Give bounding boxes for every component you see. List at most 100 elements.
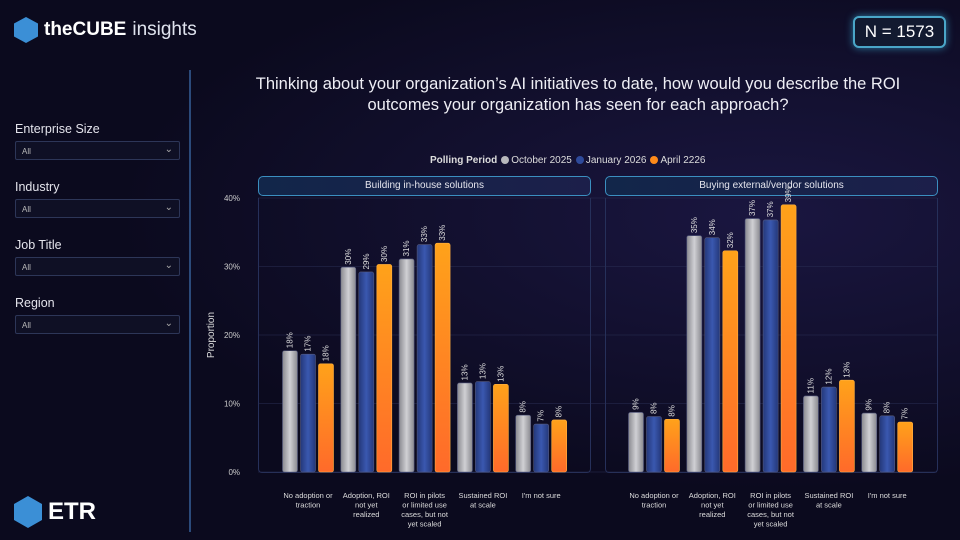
panel-inhouse [258, 198, 591, 473]
data-label: 34% [708, 219, 717, 235]
bar [318, 363, 334, 473]
bar [628, 412, 644, 473]
legend: Polling Period October 2025 January 2026… [430, 155, 706, 166]
data-label: 39% [784, 186, 793, 202]
data-label: 37% [748, 200, 757, 216]
x-tick-label: I'm not sure [868, 491, 907, 500]
data-label: 9% [632, 398, 641, 410]
data-label: 30% [344, 249, 353, 265]
x-tick-label: Adoption, ROI [343, 491, 390, 500]
y-tick-label: 40% [224, 194, 240, 203]
panel-title-inhouse: Building in-house solutions [258, 176, 591, 196]
bar [434, 242, 451, 473]
data-label: 12% [824, 369, 833, 385]
sidebar-divider [189, 70, 191, 532]
data-label: 9% [865, 399, 874, 411]
filter-region: Region All ⌄ [15, 296, 180, 334]
data-label: 18% [322, 345, 331, 361]
chevron-down-icon: ⌄ [164, 260, 173, 271]
bar [457, 382, 473, 473]
bar [376, 264, 393, 473]
bar [358, 271, 375, 473]
x-tick-label: No adoption or [629, 491, 679, 500]
data-label: 18% [286, 332, 295, 348]
bar [861, 412, 878, 473]
x-tick-label: ROI in pilots [750, 491, 791, 500]
y-tick-label: 30% [224, 263, 240, 272]
job-title-select[interactable]: All ⌄ [15, 257, 180, 276]
y-tick-label: 20% [224, 331, 240, 340]
bar [493, 384, 509, 473]
data-label: 13% [478, 363, 487, 379]
bar [398, 258, 415, 473]
industry-select[interactable]: All ⌄ [15, 199, 180, 218]
bar [780, 204, 797, 473]
data-label: 17% [304, 336, 313, 352]
data-label: 7% [901, 408, 910, 420]
chevron-down-icon: ⌄ [164, 144, 173, 155]
x-tick-label: Sustained ROI [805, 491, 854, 500]
data-label: 33% [420, 226, 429, 242]
chart-title: Thinking about your organization’s AI in… [255, 75, 901, 114]
data-label: 32% [726, 232, 735, 248]
bar [515, 414, 532, 473]
x-tick-label: yet scaled [408, 520, 442, 529]
chevron-down-icon: ⌄ [164, 318, 173, 329]
x-tick-label: realized [699, 510, 725, 519]
bar [686, 235, 703, 473]
region-select[interactable]: All ⌄ [15, 315, 180, 334]
x-tick-label: or limited use [748, 501, 793, 510]
thecube-logo: theCUBE insights [14, 17, 197, 43]
legend-item: January 2026 [575, 155, 646, 166]
x-tick-label: yet scaled [754, 520, 788, 529]
x-tick-label: Sustained ROI [459, 491, 508, 500]
x-tick-label: not yet [355, 501, 378, 510]
bar [839, 379, 855, 473]
data-label: 33% [438, 225, 447, 241]
data-label: 31% [402, 240, 411, 256]
chevron-down-icon: ⌄ [164, 202, 173, 213]
panel-title-vendor: Buying external/vendor solutions [605, 176, 938, 196]
bar [879, 415, 896, 473]
x-tick-label: cases, but not [747, 510, 795, 519]
bar [533, 423, 550, 473]
data-label: 37% [766, 201, 775, 217]
x-tick-label: traction [642, 501, 667, 510]
bar [803, 395, 819, 473]
bar [722, 250, 739, 473]
bar [664, 418, 680, 473]
bar [475, 381, 491, 473]
x-tick-label: No adoption or [283, 491, 333, 500]
sample-size-badge: N = 1573 [853, 16, 946, 48]
legend-item: April 2226 [650, 155, 705, 166]
data-label: 30% [380, 246, 389, 262]
y-axis-label: Proportion [206, 312, 217, 358]
x-tick-label: Adoption, ROI [689, 491, 736, 500]
y-tick-label: 10% [224, 400, 240, 409]
data-label: 8% [519, 401, 528, 413]
bar [646, 416, 662, 473]
data-label: 13% [496, 366, 505, 382]
x-tick-label: not yet [701, 501, 724, 510]
data-label: 8% [650, 402, 659, 414]
x-tick-label: or limited use [402, 501, 447, 510]
data-label: 29% [362, 253, 371, 269]
x-tick-label: traction [296, 501, 321, 510]
data-label: 11% [806, 378, 815, 393]
data-label: 8% [883, 402, 892, 414]
bar [416, 244, 433, 473]
enterprise-size-select[interactable]: All ⌄ [15, 141, 180, 160]
bar [897, 421, 914, 473]
y-tick-label: 0% [228, 468, 240, 477]
data-label: 13% [460, 364, 469, 380]
bar [762, 219, 779, 473]
legend-item: October 2025 [501, 155, 572, 166]
data-label: 35% [690, 217, 699, 233]
data-label: 7% [537, 410, 546, 422]
bar [704, 237, 721, 473]
bar [282, 350, 298, 473]
filter-enterprise-size: Enterprise Size All ⌄ [15, 122, 180, 160]
x-tick-label: I'm not sure [522, 491, 561, 500]
x-tick-label: at scale [816, 501, 842, 510]
